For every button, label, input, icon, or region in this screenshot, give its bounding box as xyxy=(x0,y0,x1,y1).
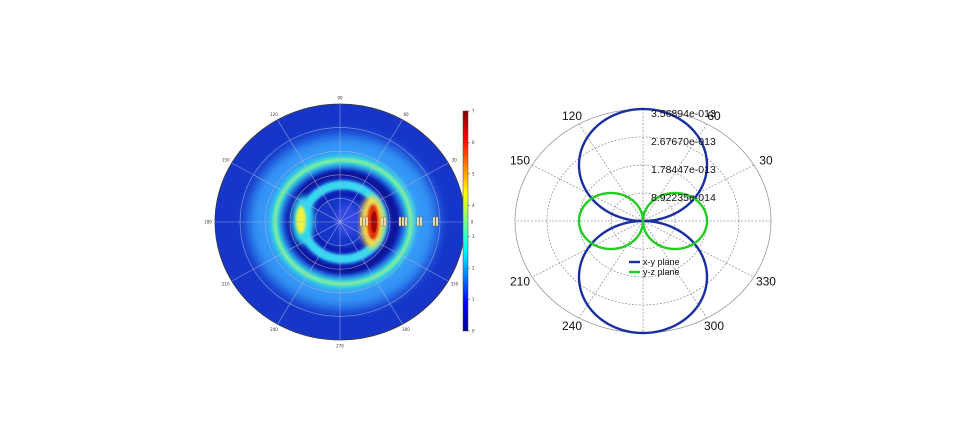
heatmap-hotspot-left xyxy=(296,206,306,234)
heatmap-artifact-mark xyxy=(398,216,402,227)
series-line xyxy=(577,191,709,251)
heatmap-angle-label: 120 xyxy=(270,112,278,117)
colorbar-tick-label: 2 xyxy=(472,266,475,271)
polar-series xyxy=(577,107,709,335)
heatmap-angle-label: 270 xyxy=(336,344,344,349)
heatmap-artifact-mark xyxy=(404,216,408,227)
polar-radial-labels: 8.92235e-014 1.78447e-013 2.67670e-013 3.56… xyxy=(651,108,716,204)
heatmap-center xyxy=(335,204,359,236)
heatmap-artifacts xyxy=(359,216,439,227)
heatmap-artifact-mark xyxy=(380,216,384,227)
legend-entry-label: y-z plane xyxy=(643,267,680,277)
heatmap-angle-label: 210 xyxy=(222,282,230,287)
heatmap-artifact-mark xyxy=(365,216,369,227)
polar-angle-label: 120 xyxy=(562,109,582,123)
polar-radial-label: 3.56894e-013 xyxy=(651,108,716,120)
legend-entry-label: x-y plane xyxy=(643,257,680,267)
polar-line-plot: 30 60 120 150 210 240 300 330 8.92235e-014 1.784… xyxy=(510,107,776,335)
heatmap-artifact-mark xyxy=(362,216,366,227)
heatmap-artifact-mark xyxy=(401,216,405,227)
polar-angle-label: 330 xyxy=(756,275,776,289)
colorbar-tick-label: 3 xyxy=(472,234,475,239)
colorbar-tick-label: 5 xyxy=(472,171,475,176)
polar-angle-label: 240 xyxy=(562,319,582,333)
heatmap-angle-label: 0 xyxy=(471,220,474,225)
heatmap-angle-label: 60 xyxy=(403,112,409,117)
colorbar-tick-label: 4 xyxy=(472,203,475,208)
heatmap-artifact-mark xyxy=(359,216,363,227)
polar-radial-label: 8.92235e-014 xyxy=(651,192,716,204)
heatmap-angle-label: 90 xyxy=(337,96,343,101)
heatmap-grid xyxy=(215,104,465,340)
polar-radial-label: 2.67670e-013 xyxy=(651,136,716,148)
heatmap-angle-label: 330 xyxy=(450,282,458,287)
polar-angle-label: 150 xyxy=(510,154,530,168)
heatmap-artifact-mark xyxy=(435,216,439,227)
heatmap-artifact-mark xyxy=(416,216,420,227)
heatmap-artifact-mark xyxy=(419,216,423,227)
polar-angle-label: 60 xyxy=(707,109,721,123)
heatmap-angle-label: 30 xyxy=(452,158,458,163)
heatmap-grid-spoke xyxy=(231,162,449,282)
heatmap-artifact-mark xyxy=(383,216,387,227)
colorbar-tick-label: 7 xyxy=(472,109,475,114)
colorbar: 0 1 2 3 4 5 6 7 xyxy=(462,109,475,334)
heatmap-angle-label: 300 xyxy=(402,327,410,332)
polar-radial-label: 1.78447e-013 xyxy=(651,164,716,176)
heatmap-artifact-mark xyxy=(432,216,436,227)
polar-angle-label: 210 xyxy=(510,275,530,289)
colorbar-gradient xyxy=(462,110,469,332)
colorbar-tick-label: 0 xyxy=(472,329,475,334)
polar-angle-label: 30 xyxy=(759,154,773,168)
heatmap-angle-label: 180 xyxy=(204,220,212,225)
heatmap-field xyxy=(215,104,465,340)
colorbar-tick-label: 6 xyxy=(472,140,475,145)
colorbar-ticks: 0 1 2 3 4 5 6 7 xyxy=(468,109,475,334)
heatmap-angle-label: 150 xyxy=(222,158,230,163)
colorbar-tick-label: 1 xyxy=(472,297,475,302)
polar-angle-label: 300 xyxy=(704,319,724,333)
polar-angle-labels: 30 60 120 150 210 240 300 330 xyxy=(510,109,776,333)
heatmap-angle-label: 240 xyxy=(270,327,278,332)
